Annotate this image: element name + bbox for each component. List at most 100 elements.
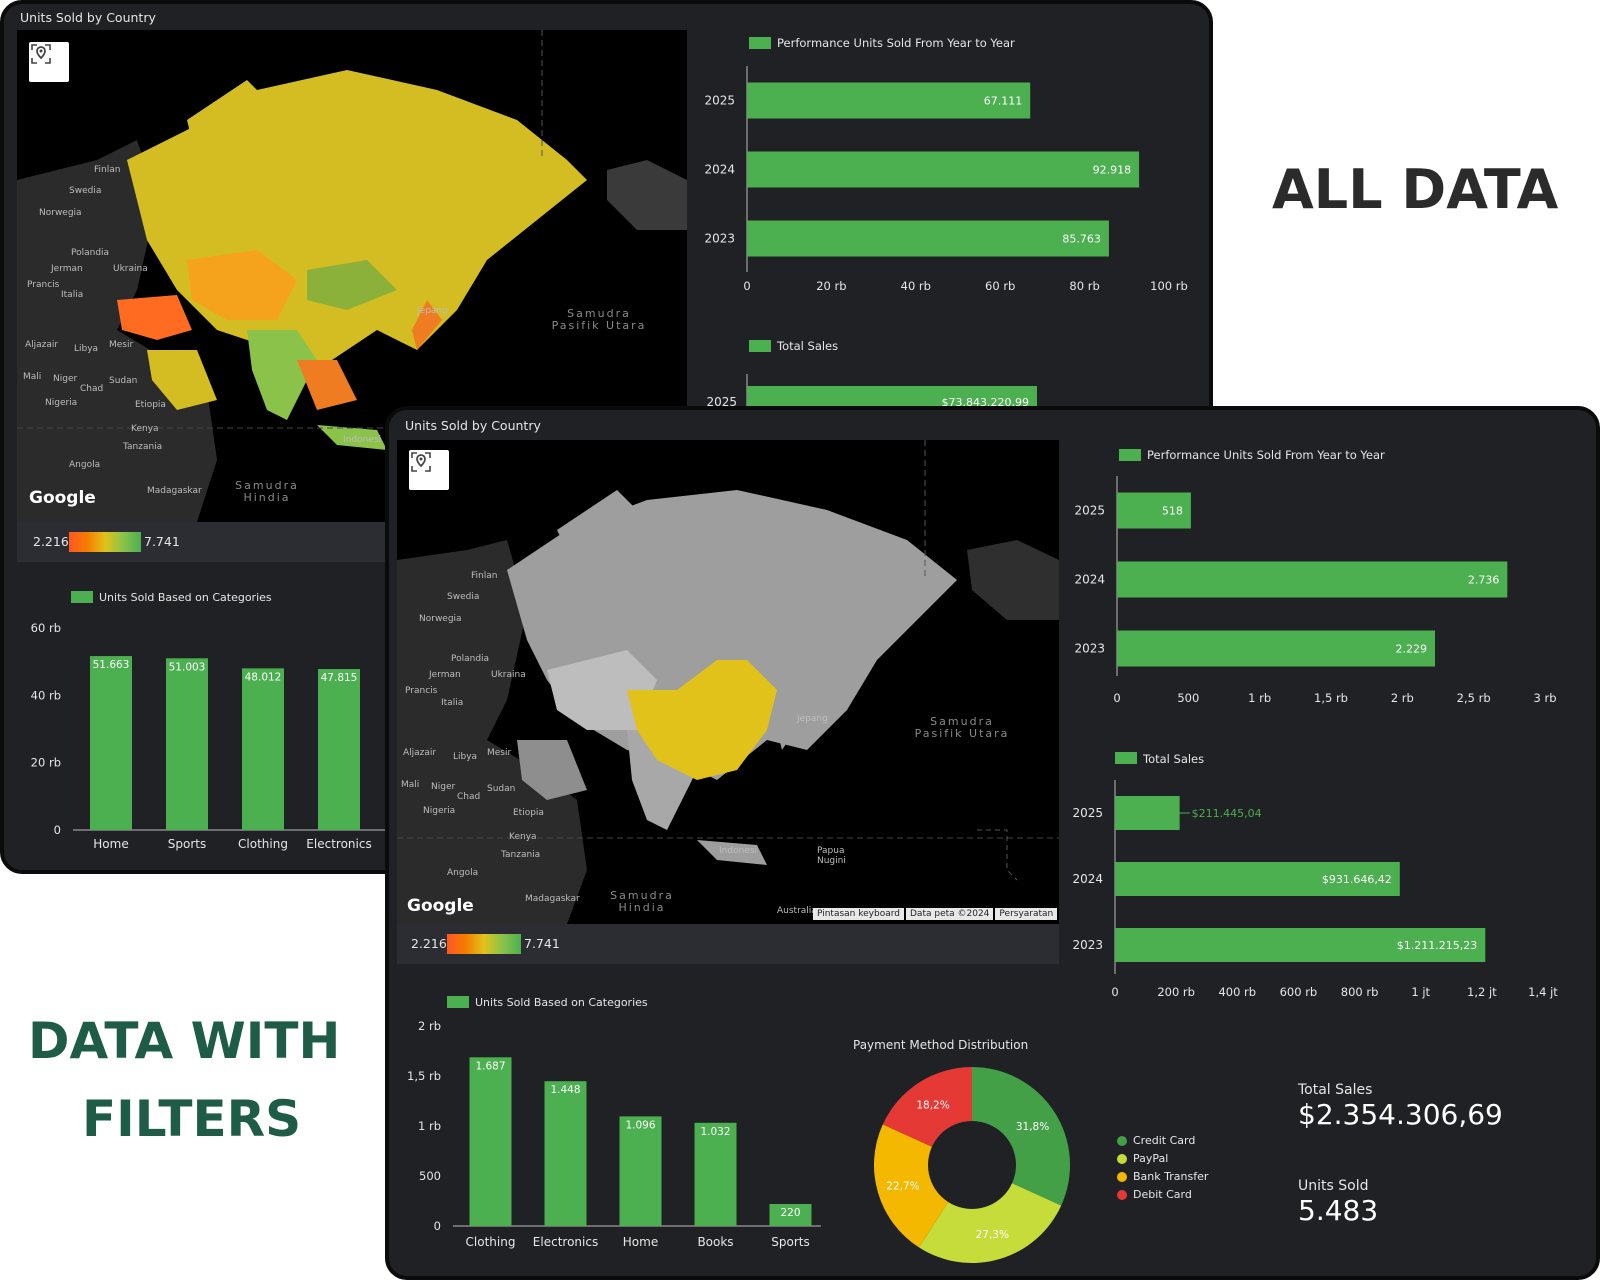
bar[interactable] bbox=[747, 151, 1140, 188]
bar[interactable] bbox=[242, 668, 284, 830]
locate-button[interactable] bbox=[29, 42, 69, 82]
map-label: Jerman bbox=[51, 264, 83, 274]
bar-label: 220 bbox=[780, 1207, 800, 1219]
x-tick-label: 800 rb bbox=[1341, 985, 1379, 999]
ocean-label: Samudra Pasifik Utara bbox=[551, 307, 647, 332]
legend-swatch bbox=[749, 340, 771, 352]
map-label: Etiopia bbox=[513, 808, 544, 818]
pie-legend-label: PayPal bbox=[1133, 1152, 1169, 1165]
bar[interactable] bbox=[1115, 796, 1180, 830]
category-label: 2024 bbox=[1072, 872, 1103, 886]
pie-legend-item: Bank Transfer bbox=[1117, 1170, 1208, 1183]
map-label: Indonesi bbox=[719, 846, 758, 856]
color-gradient bbox=[69, 532, 141, 552]
map-label: Ukraina bbox=[491, 670, 526, 680]
category-label: 2025 bbox=[706, 395, 737, 409]
category-label: Sports bbox=[771, 1235, 809, 1249]
map-geometry bbox=[17, 30, 687, 522]
world-map[interactable]: Finlan Swedia Norwegia Polandia Jerman U… bbox=[397, 440, 1059, 924]
category-label: 2025 bbox=[704, 94, 735, 108]
bar-label: 1.687 bbox=[475, 1060, 505, 1072]
bar-label: 51.663 bbox=[93, 659, 130, 671]
legend-dot bbox=[1117, 1153, 1127, 1164]
pie-slice[interactable] bbox=[918, 1165, 1062, 1263]
category-label: Books bbox=[697, 1235, 733, 1249]
category-label: Electronics bbox=[533, 1235, 598, 1249]
x-tick-label: 400 rb bbox=[1218, 985, 1256, 999]
bar[interactable] bbox=[90, 656, 132, 830]
data-with-filters-heading-line2: FILTERS bbox=[82, 1090, 302, 1148]
bar[interactable] bbox=[1117, 492, 1191, 529]
categories-chart: Units Sold Based on Categories 51.663 Hom… bbox=[31, 591, 397, 851]
bar[interactable] bbox=[694, 1122, 737, 1226]
map-label: Sudan bbox=[487, 784, 516, 794]
bar[interactable] bbox=[1115, 928, 1486, 962]
bar[interactable] bbox=[747, 82, 1031, 119]
y-tick-label: 1,5 rb bbox=[407, 1069, 441, 1083]
locate-button[interactable] bbox=[409, 450, 449, 490]
map-label: Italia bbox=[441, 698, 464, 708]
pie-legend-item: PayPal bbox=[1117, 1152, 1168, 1165]
map-label: Aljazair bbox=[25, 340, 59, 350]
legend-swatch bbox=[749, 37, 771, 49]
bar[interactable] bbox=[318, 669, 360, 830]
filtered-data-panel: Units Sold by Country Finlan bbox=[385, 406, 1600, 1280]
y-tick-label: 0 bbox=[434, 1219, 441, 1233]
bar[interactable] bbox=[769, 1204, 812, 1226]
y-tick-label: 2 rb bbox=[418, 1019, 441, 1033]
map-label: Italia bbox=[61, 290, 84, 300]
ocean-label: Samudra Pasifik Utara bbox=[914, 715, 1010, 740]
bar[interactable] bbox=[747, 220, 1109, 257]
google-logo: Google bbox=[29, 488, 96, 508]
category-label: Electronics bbox=[306, 837, 371, 851]
bar-label: 1.448 bbox=[550, 1084, 580, 1096]
bar[interactable] bbox=[469, 1057, 512, 1226]
bar-label: $1.211.215,23 bbox=[1397, 939, 1477, 952]
map-label: Australia bbox=[777, 906, 817, 916]
bar[interactable] bbox=[619, 1116, 662, 1226]
map-geometry bbox=[397, 440, 1059, 924]
units-sold-kpi-value: 5.483 bbox=[1298, 1194, 1379, 1227]
bar[interactable] bbox=[1117, 630, 1436, 667]
bar[interactable] bbox=[1117, 561, 1508, 598]
google-logo: Google bbox=[407, 896, 474, 916]
map-label: Jepang bbox=[797, 714, 828, 724]
terms-link[interactable]: Persyaratan bbox=[995, 908, 1058, 920]
map-label: Jepang bbox=[417, 306, 448, 316]
map-label: Finlan bbox=[94, 165, 121, 175]
x-tick-label: 1,2 jt bbox=[1467, 985, 1497, 999]
bar-label: 1.096 bbox=[625, 1119, 655, 1131]
map-label: Aljazair bbox=[403, 748, 437, 758]
x-tick-label: 2 rb bbox=[1391, 691, 1414, 705]
map-label: Kenya bbox=[509, 832, 537, 842]
all-data-heading: ALL DATA bbox=[1272, 158, 1559, 221]
map-label: Niger bbox=[431, 782, 456, 792]
map-title: Units Sold by Country bbox=[20, 10, 156, 25]
map-label: Sudan bbox=[109, 376, 138, 386]
category-label: 2023 bbox=[1074, 642, 1105, 656]
map-label: Chad bbox=[80, 384, 104, 394]
bar[interactable] bbox=[1115, 862, 1400, 896]
slice-label: 31,8% bbox=[1016, 1121, 1049, 1133]
map-data-link[interactable]: Data peta ©2024 bbox=[906, 908, 994, 920]
bar[interactable] bbox=[544, 1081, 587, 1226]
category-label: 2025 bbox=[1074, 504, 1105, 518]
bar[interactable] bbox=[166, 658, 208, 830]
locate-icon bbox=[411, 452, 431, 472]
legend-label: Performance Units Sold From Year to Year bbox=[1147, 448, 1385, 462]
bar-label: 92.918 bbox=[1093, 164, 1132, 177]
x-tick-label: 1,4 jt bbox=[1528, 985, 1558, 999]
map-label: Prancis bbox=[27, 280, 60, 290]
category-label: Clothing bbox=[238, 837, 288, 851]
map-label: Mali bbox=[23, 372, 42, 382]
map-label: Papua Nugini bbox=[817, 846, 846, 866]
categories-chart: Units Sold Based on Categories 1.687 Clot… bbox=[407, 996, 821, 1249]
keyboard-shortcuts-link[interactable]: Pintasan keyboard bbox=[813, 908, 904, 920]
map-label: Swedia bbox=[69, 186, 102, 196]
bar-label: 2.736 bbox=[1468, 574, 1500, 587]
pie-legend-label: Debit Card bbox=[1133, 1188, 1192, 1201]
x-tick-label: 3 rb bbox=[1534, 691, 1557, 705]
y-tick-label: 60 rb bbox=[31, 621, 61, 635]
y-tick-label: 500 bbox=[419, 1169, 441, 1183]
data-with-filters-heading-line1: DATA WITH bbox=[28, 1012, 341, 1070]
